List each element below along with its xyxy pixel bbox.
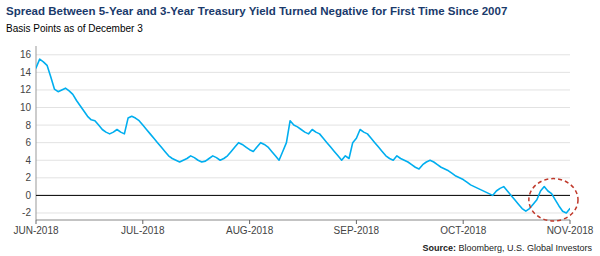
x-tick — [570, 220, 571, 224]
line — [36, 59, 570, 213]
grid-line — [36, 195, 570, 196]
y-tick-label: 14 — [20, 67, 32, 78]
x-tick-label: JUL-2018 — [121, 225, 165, 236]
x-tick — [142, 220, 143, 224]
grid-line — [36, 125, 570, 126]
title: Spread Between 5-Year and 3-Year Treasur… — [6, 5, 507, 17]
chart: Spread Between 5-Year and 3-Year Treasur… — [0, 0, 600, 256]
x-tick — [36, 220, 37, 224]
subtitle: Basis Points as of December 3 — [6, 23, 143, 34]
y-tick-label: 12 — [20, 84, 32, 95]
grid-line — [36, 142, 570, 143]
zero-line — [36, 195, 570, 196]
y-tick-label: 10 — [20, 102, 32, 113]
x-tick-label: AUG-2018 — [226, 225, 274, 236]
y-axis — [36, 46, 37, 220]
source: Source: Bloomberg, U.S. Global Investors — [422, 243, 592, 253]
x-tick-label: OCT-2018 — [440, 225, 487, 236]
highlight-ellipse — [529, 179, 578, 221]
grid — [36, 55, 570, 213]
x-tick — [463, 220, 464, 224]
y-tick-label: 2 — [25, 172, 31, 183]
grid-line — [36, 212, 570, 213]
x-axis — [36, 220, 570, 221]
grid-line — [36, 177, 570, 178]
y-tick-label: 6 — [25, 137, 31, 148]
x-tick-label: SEP-2018 — [334, 225, 380, 236]
y-tick-label: 4 — [25, 155, 31, 166]
grid-line — [36, 107, 570, 108]
x-tick — [249, 220, 250, 224]
x-tick-label: JUN-2018 — [13, 225, 58, 236]
y-tick-label: 8 — [25, 120, 31, 131]
x-tick — [356, 220, 357, 224]
grid-line — [36, 89, 570, 90]
y-tick-label: 16 — [20, 49, 32, 60]
x-tick-label: NOV-2018 — [547, 225, 594, 236]
plot-area — [36, 59, 570, 213]
grid-line — [36, 72, 570, 73]
y-tick-label: 0 — [25, 190, 31, 201]
grid-line — [36, 54, 570, 55]
y-tick-label: -2 — [22, 207, 31, 218]
grid-line — [36, 160, 570, 161]
